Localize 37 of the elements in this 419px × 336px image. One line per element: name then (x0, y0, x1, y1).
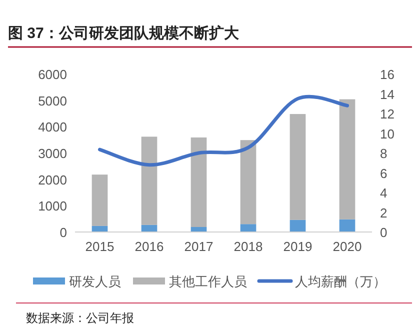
y2-tick-label: 8 (380, 146, 388, 161)
y-tick-label: 0 (60, 225, 67, 240)
legend-label: 其他工作人员 (169, 274, 247, 289)
x-tick-label: 2018 (234, 239, 263, 254)
x-tick-label: 2020 (332, 239, 362, 254)
x-tick-label: 2016 (134, 239, 164, 254)
y-tick-label: 6000 (38, 67, 67, 82)
legend-label: 研发人员 (69, 274, 121, 289)
bar (92, 174, 108, 226)
y-tick-label: 3000 (38, 146, 67, 161)
y2-tick-label: 16 (380, 67, 394, 82)
legend-label: 人均薪酬（万） (295, 274, 386, 289)
bar (339, 219, 356, 232)
y2-tick-label: 2 (380, 205, 388, 220)
bar (240, 140, 256, 224)
x-tick-label: 2017 (184, 239, 214, 254)
bar (240, 224, 256, 232)
x-tick-label: 2019 (283, 239, 312, 254)
y-tick-label: 4000 (38, 120, 67, 135)
x-tick-label: 2015 (85, 239, 114, 254)
bar (190, 137, 207, 227)
y2-tick-label: 10 (380, 126, 394, 142)
y2-tick-label: 6 (380, 166, 388, 181)
bar (141, 136, 158, 225)
bar (290, 114, 306, 220)
y-tick-label: 2000 (38, 172, 67, 188)
bar (141, 224, 158, 232)
chart-title: 图 37：公司研发团队规模不断扩大 (8, 24, 240, 42)
y2-tick-label: 12 (380, 106, 394, 122)
source-note: 数据来源：公司年报 (26, 311, 134, 325)
bar (290, 220, 306, 232)
y2-tick-label: 4 (380, 186, 388, 200)
y2-tick-label: 14 (380, 86, 394, 102)
y-tick-label: 5000 (38, 93, 67, 108)
bar (339, 99, 356, 220)
y2-tick-label: 0 (380, 225, 388, 240)
y-tick-label: 1000 (38, 198, 67, 214)
